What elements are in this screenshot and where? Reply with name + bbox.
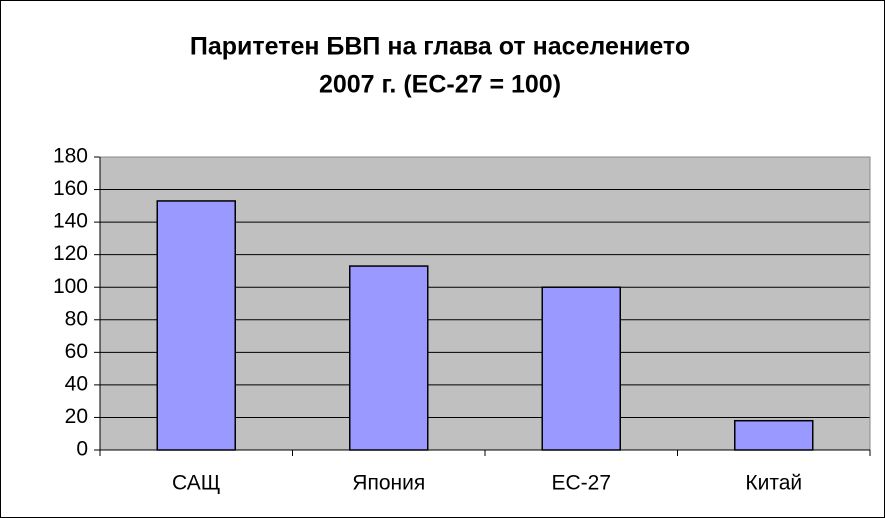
y-tick-label: 120 xyxy=(53,242,88,265)
x-tick-label: Япония xyxy=(352,472,425,495)
x-tick-label: Китай xyxy=(745,472,802,495)
y-tick-label: 180 xyxy=(53,145,88,168)
bar xyxy=(349,265,429,451)
y-tick-label: 80 xyxy=(65,307,88,330)
y-tick-label: 100 xyxy=(53,275,88,298)
y-tick-label: 20 xyxy=(65,405,88,428)
y-tick-label: 140 xyxy=(53,210,88,233)
bar xyxy=(734,419,814,451)
x-tick-label: ЕС-27 xyxy=(551,472,611,495)
chart-title: Паритетен БВП на глава от населението xyxy=(190,33,690,61)
y-tick-label: 40 xyxy=(65,372,88,395)
bar xyxy=(156,200,236,451)
y-tick-label: 160 xyxy=(53,177,88,200)
y-tick-label: 0 xyxy=(76,438,88,461)
y-tick-label: 60 xyxy=(65,340,88,363)
bar xyxy=(541,286,621,451)
chart-title: 2007 г. (ЕС-27 = 100) xyxy=(319,71,561,99)
x-tick-label: САЩ xyxy=(172,472,220,495)
